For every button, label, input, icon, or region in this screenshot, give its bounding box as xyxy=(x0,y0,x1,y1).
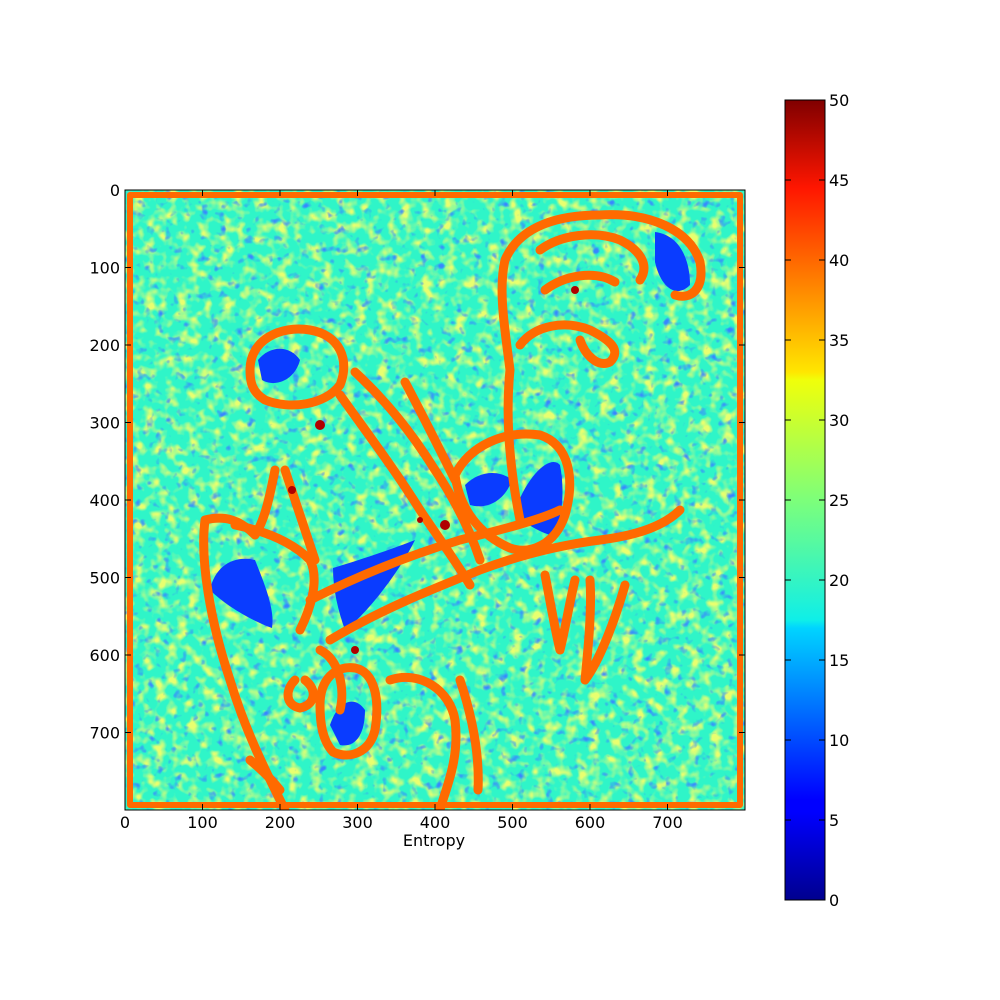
colorbar-tick-label: 30 xyxy=(829,411,849,430)
y-axis: 0 100 200 300 400 500 600 700 xyxy=(89,181,745,743)
x-tick-label: 700 xyxy=(652,813,683,832)
colorbar-tick-label: 20 xyxy=(829,571,849,590)
y-tick-label: 700 xyxy=(89,724,120,743)
colorbar-tick-label: 45 xyxy=(829,171,849,190)
y-tick-label: 600 xyxy=(89,646,120,665)
x-tick-label: 600 xyxy=(575,813,606,832)
y-tick-label: 0 xyxy=(110,181,120,200)
max-entropy-spots xyxy=(288,286,579,654)
y-tick-label: 500 xyxy=(89,569,120,588)
y-tick-label: 100 xyxy=(89,259,120,278)
y-tick-label: 200 xyxy=(89,336,120,355)
colorbar-tick-label: 35 xyxy=(829,331,849,350)
x-tick-label: 300 xyxy=(342,813,373,832)
y-tick-label: 400 xyxy=(89,491,120,510)
x-axis: 0 100 200 300 400 500 600 700 xyxy=(120,190,683,832)
x-axis-label: Entropy xyxy=(403,831,465,850)
heatmap-low-speckles xyxy=(125,190,745,810)
y-tick-label: 300 xyxy=(89,414,120,433)
x-tick-label: 0 xyxy=(120,813,130,832)
colorbar xyxy=(784,99,826,901)
colorbar-tick-label: 15 xyxy=(829,651,849,670)
x-tick-label: 100 xyxy=(187,813,218,832)
colorbar-tick-label: 40 xyxy=(829,251,849,270)
colorbar-tick-label: 25 xyxy=(829,491,849,510)
colorbar-tick-label: 50 xyxy=(829,91,849,110)
colorbar-tick-label: 0 xyxy=(829,891,839,910)
colorbar-axis: 0 5 10 15 20 25 30 35 40 45 50 xyxy=(785,91,849,910)
entropy-heatmap xyxy=(125,190,745,810)
x-tick-label: 500 xyxy=(497,813,528,832)
x-tick-label: 400 xyxy=(420,813,451,832)
colorbar-tick-label: 5 xyxy=(829,811,839,830)
x-tick-label: 200 xyxy=(265,813,296,832)
colorbar-tick-label: 10 xyxy=(829,731,849,750)
